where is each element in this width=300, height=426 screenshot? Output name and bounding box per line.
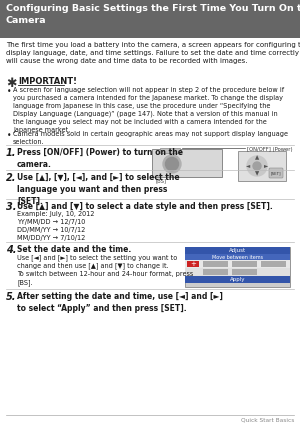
FancyBboxPatch shape <box>152 149 222 177</box>
Text: Configuring Basic Settings the First Time You Turn On the
Camera: Configuring Basic Settings the First Tim… <box>6 4 300 25</box>
Text: ▲: ▲ <box>255 155 259 161</box>
Text: ►: ► <box>264 164 268 169</box>
Text: A screen for language selection will not appear in step 2 of the procedure below: A screen for language selection will not… <box>13 87 284 133</box>
Text: Press [ON/OFF] (Power) to turn on the
camera.: Press [ON/OFF] (Power) to turn on the ca… <box>17 148 183 169</box>
Text: IMPORTANT!: IMPORTANT! <box>18 78 77 86</box>
Text: Set the date and the time.: Set the date and the time. <box>17 245 131 254</box>
Text: 5.: 5. <box>6 292 16 302</box>
Text: Move between items: Move between items <box>212 255 263 260</box>
FancyBboxPatch shape <box>269 168 283 178</box>
Circle shape <box>166 158 178 170</box>
Text: ◄: ◄ <box>246 164 250 169</box>
Text: The first time you load a battery into the camera, a screen appears for configur: The first time you load a battery into t… <box>6 42 300 64</box>
FancyBboxPatch shape <box>160 148 180 153</box>
FancyBboxPatch shape <box>185 254 290 261</box>
Text: Example: July, 10, 2012
YY/MM/DD → 12/7/10
DD/MM/YY → 10/7/12
MM/DD/YY → 7/10/12: Example: July, 10, 2012 YY/MM/DD → 12/7/… <box>17 211 94 241</box>
Text: +: + <box>190 261 196 267</box>
Text: 3.: 3. <box>6 202 16 212</box>
FancyBboxPatch shape <box>185 268 290 276</box>
FancyBboxPatch shape <box>185 247 290 254</box>
Text: Quick Start Basics: Quick Start Basics <box>241 418 294 423</box>
Text: 1.: 1. <box>6 148 16 158</box>
Text: Use [▲], [▼], [◄], and [►] to select the
language you want and then press
[SET].: Use [▲], [▼], [◄], and [►] to select the… <box>17 173 180 206</box>
Text: •: • <box>7 87 11 96</box>
Text: •: • <box>7 131 11 140</box>
Text: ✱: ✱ <box>6 77 16 90</box>
FancyBboxPatch shape <box>203 269 228 275</box>
Text: After setting the date and time, use [◄] and [►]
to select “Apply” and then pres: After setting the date and time, use [◄]… <box>17 292 223 313</box>
FancyBboxPatch shape <box>238 151 286 181</box>
Circle shape <box>253 162 261 170</box>
Text: Use [◄] and [►] to select the setting you want to
change and then use [▲] and [▼: Use [◄] and [►] to select the setting yo… <box>17 254 193 286</box>
Text: 4.: 4. <box>6 245 16 255</box>
FancyBboxPatch shape <box>232 269 257 275</box>
FancyBboxPatch shape <box>261 261 286 267</box>
Text: [ON/OFF] (Power): [ON/OFF] (Power) <box>247 147 292 152</box>
FancyBboxPatch shape <box>0 0 300 38</box>
FancyBboxPatch shape <box>187 261 199 267</box>
Circle shape <box>163 155 181 173</box>
Text: Use [▲] and [▼] to select a date style and then press [SET].: Use [▲] and [▼] to select a date style a… <box>17 202 273 211</box>
Text: ▼: ▼ <box>255 172 259 176</box>
FancyBboxPatch shape <box>185 276 290 283</box>
Text: Camera models sold in certain geographic areas may not support display language
: Camera models sold in certain geographic… <box>13 131 288 145</box>
FancyBboxPatch shape <box>185 247 290 287</box>
Text: [SET]: [SET] <box>271 171 281 175</box>
Text: [BS]: [BS] <box>155 178 166 183</box>
FancyBboxPatch shape <box>203 261 228 267</box>
Circle shape <box>247 156 267 176</box>
Text: Apply: Apply <box>230 277 245 282</box>
FancyBboxPatch shape <box>185 260 290 268</box>
FancyBboxPatch shape <box>232 261 257 267</box>
Text: 2.: 2. <box>6 173 16 183</box>
Text: Adjust: Adjust <box>229 248 246 253</box>
